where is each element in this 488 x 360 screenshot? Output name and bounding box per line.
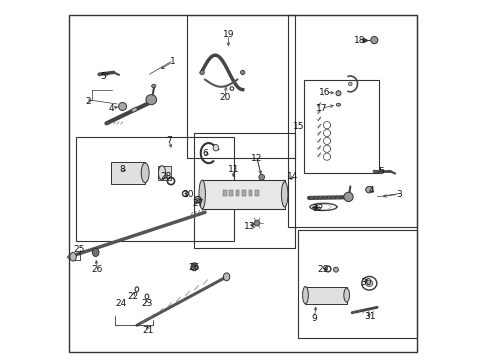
Text: 16: 16 — [319, 87, 330, 96]
Ellipse shape — [281, 182, 287, 207]
Bar — [287, 15, 416, 226]
Text: 17: 17 — [315, 104, 326, 113]
Ellipse shape — [191, 263, 197, 271]
Bar — [111, 162, 145, 184]
Text: 28: 28 — [160, 172, 171, 181]
Text: 21: 21 — [142, 326, 153, 335]
Ellipse shape — [240, 70, 244, 75]
Ellipse shape — [70, 252, 76, 261]
Text: 4: 4 — [368, 186, 374, 195]
Text: 23: 23 — [141, 299, 152, 308]
Text: 26: 26 — [92, 265, 103, 274]
Text: 2: 2 — [85, 96, 91, 105]
Ellipse shape — [370, 37, 377, 44]
Bar — [305, 287, 346, 304]
Ellipse shape — [158, 166, 165, 180]
Text: 25: 25 — [74, 246, 85, 255]
Bar — [223, 190, 226, 196]
Text: 5: 5 — [100, 72, 105, 81]
Text: 4: 4 — [109, 104, 114, 113]
Text: 8: 8 — [120, 165, 125, 174]
Ellipse shape — [145, 95, 156, 105]
Text: 11: 11 — [227, 165, 239, 174]
Text: 15: 15 — [292, 122, 304, 131]
Ellipse shape — [213, 144, 218, 151]
Text: 6: 6 — [202, 149, 207, 158]
Ellipse shape — [92, 248, 99, 256]
Bar — [202, 180, 284, 209]
Ellipse shape — [333, 267, 338, 272]
Text: 24: 24 — [115, 299, 126, 308]
Bar — [131, 107, 138, 113]
Text: 9: 9 — [311, 314, 317, 323]
Text: 7: 7 — [166, 136, 172, 145]
Text: 1: 1 — [169, 57, 175, 66]
Ellipse shape — [348, 82, 351, 86]
Ellipse shape — [335, 91, 340, 96]
Ellipse shape — [141, 163, 149, 183]
Bar — [255, 190, 258, 196]
Bar — [242, 190, 245, 196]
Text: 5: 5 — [377, 167, 383, 176]
Text: 31: 31 — [364, 312, 375, 321]
Text: 27: 27 — [192, 199, 203, 208]
Bar — [229, 190, 233, 196]
Ellipse shape — [254, 220, 260, 226]
Text: 20: 20 — [219, 93, 230, 102]
Ellipse shape — [365, 186, 372, 193]
Text: 12: 12 — [251, 154, 262, 163]
Bar — [303, 80, 378, 173]
Ellipse shape — [223, 273, 229, 281]
Ellipse shape — [199, 180, 205, 209]
Ellipse shape — [336, 103, 340, 106]
Bar — [235, 190, 239, 196]
Bar — [76, 137, 233, 241]
Text: 32: 32 — [312, 204, 323, 213]
Text: 26: 26 — [188, 264, 200, 273]
Ellipse shape — [258, 174, 264, 180]
Bar — [248, 190, 252, 196]
Text: 19: 19 — [222, 30, 234, 39]
Bar — [158, 166, 171, 180]
Bar — [194, 134, 294, 248]
Text: 3: 3 — [395, 190, 401, 199]
Bar — [298, 230, 416, 338]
Bar — [187, 15, 294, 158]
Text: 22: 22 — [127, 292, 138, 301]
Ellipse shape — [343, 192, 352, 202]
Ellipse shape — [302, 287, 308, 304]
Ellipse shape — [119, 103, 126, 111]
Text: 30: 30 — [360, 278, 371, 287]
Ellipse shape — [196, 198, 199, 201]
Text: 13: 13 — [244, 222, 255, 231]
Text: 29: 29 — [317, 265, 328, 274]
Ellipse shape — [343, 288, 349, 302]
Text: 10: 10 — [183, 190, 194, 199]
Text: 18: 18 — [353, 36, 364, 45]
Ellipse shape — [151, 84, 156, 88]
Ellipse shape — [365, 280, 372, 287]
Ellipse shape — [200, 70, 204, 75]
Text: 14: 14 — [286, 172, 298, 181]
